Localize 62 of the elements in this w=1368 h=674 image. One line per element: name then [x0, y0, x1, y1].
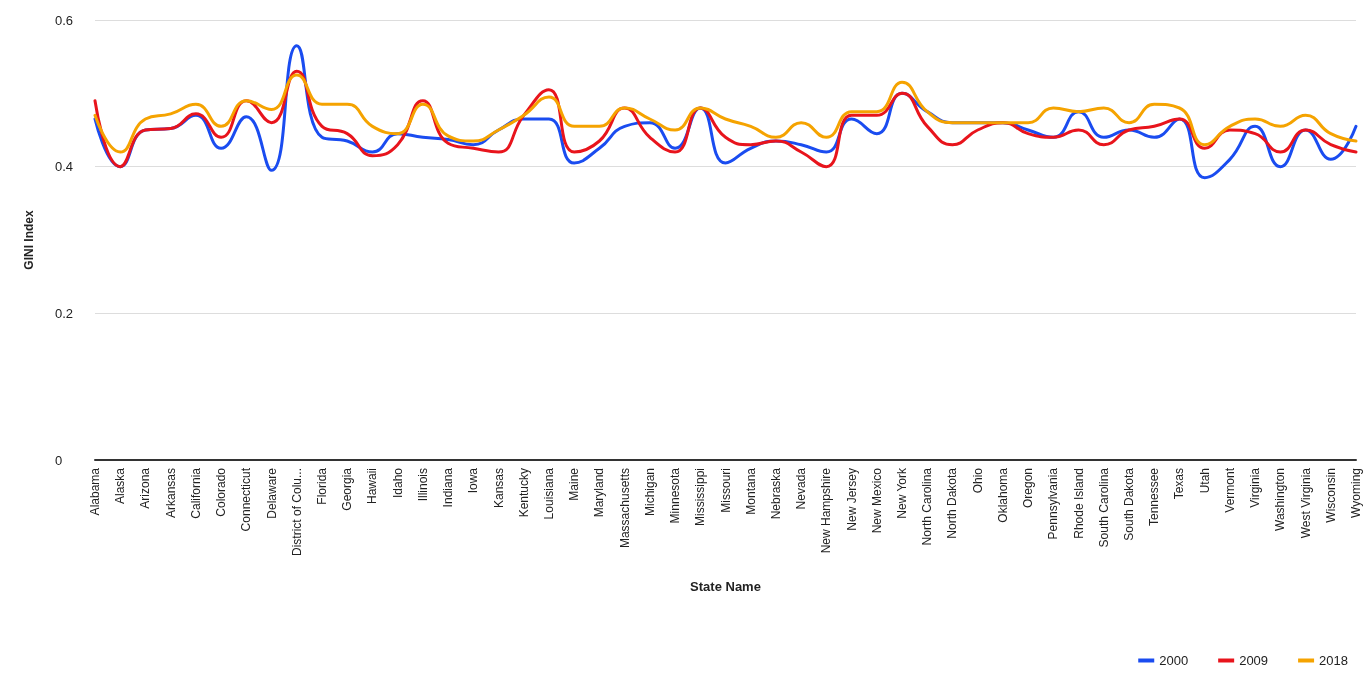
legend-label: 2009 [1239, 653, 1269, 668]
x-tick-label: Wisconsin [1323, 468, 1338, 523]
x-tick-label: New Jersey [844, 468, 859, 531]
x-tick-label: New Mexico [869, 467, 884, 534]
y-tick-label: 0.6 [55, 12, 74, 28]
x-tick-label: Iowa [466, 467, 481, 494]
x-tick-label: Oregon [1021, 468, 1036, 509]
x-tick-label: Maine [567, 467, 582, 501]
x-tick-label: Oklahoma [995, 467, 1010, 523]
x-tick-label: West Virginia [1298, 467, 1313, 539]
x-tick-label: North Carolina [920, 467, 935, 546]
x-tick-label: Wyoming [1349, 468, 1363, 518]
x-tick-label: Ohio [970, 467, 985, 494]
x-tick-label: Indiana [441, 467, 456, 508]
x-tick-label: Vermont [1222, 467, 1237, 513]
x-tick-label: Colorado [214, 467, 229, 517]
x-tick-label: Nevada [794, 467, 809, 510]
x-tick-label: Florida [314, 467, 329, 505]
line-series [93, 69, 1358, 169]
x-tick-label: North Dakota [945, 467, 960, 539]
x-tick-label: Utah [1197, 468, 1212, 494]
legend-label: 2018 [1319, 653, 1348, 668]
x-tick-label: Nebraska [768, 467, 783, 520]
x-tick-label: California [188, 467, 203, 519]
x-tick-label: Pennsylvania [1046, 467, 1061, 540]
y-tick-label: 0 [55, 452, 63, 468]
x-tick-label: Georgia [340, 467, 355, 511]
x-tick-label: Michigan [642, 468, 657, 517]
x-tick-label: Delaware [264, 467, 279, 519]
x-tick-label: South Dakota [1122, 467, 1137, 541]
x-tick-label: Texas [1172, 468, 1187, 500]
legend-label: 2000 [1159, 653, 1189, 668]
x-tick-label: Maryland [592, 468, 607, 518]
y-axis-title: GINI Index [22, 210, 36, 270]
x-tick-label: New York [895, 467, 910, 519]
x-tick-label: Rhode Island [1071, 468, 1086, 539]
x-tick-label: Kansas [491, 468, 506, 509]
x-axis-title: State Name [690, 579, 761, 594]
x-tick-label: South Carolina [1096, 467, 1111, 548]
x-tick-label: Minnesota [668, 467, 683, 524]
x-tick-label: Arizona [138, 467, 153, 509]
x-tick-label: Arkansas [163, 468, 178, 519]
y-tick-label: 0.2 [55, 305, 74, 321]
x-tick-label: Washington [1273, 468, 1288, 531]
x-tick-label: Connecticut [239, 467, 254, 532]
x-tick-label: Illinois [415, 468, 430, 502]
x-tick-label: Tennessee [1147, 467, 1162, 527]
x-tick-label: Missouri [718, 468, 733, 513]
line-series [93, 73, 1358, 154]
x-tick-label: Louisiana [541, 467, 556, 520]
x-tick-label: Idaho [390, 467, 405, 499]
x-tick-label: Virginia [1248, 467, 1263, 508]
x-tick-label: Massachusetts [617, 468, 632, 549]
x-tick-label: Hawaii [365, 468, 380, 505]
x-tick-label: Alabama [88, 467, 102, 516]
x-tick-label: Alaska [113, 467, 128, 505]
y-tick-label: 0.4 [55, 159, 74, 175]
x-tick-label: Montana [743, 467, 758, 515]
x-tick-label: Kentucky [516, 468, 531, 518]
x-tick-label: Mississippi [693, 468, 708, 527]
x-tick-label: District of Colu... [289, 468, 304, 557]
x-tick-label: New Hampshire [819, 467, 834, 554]
